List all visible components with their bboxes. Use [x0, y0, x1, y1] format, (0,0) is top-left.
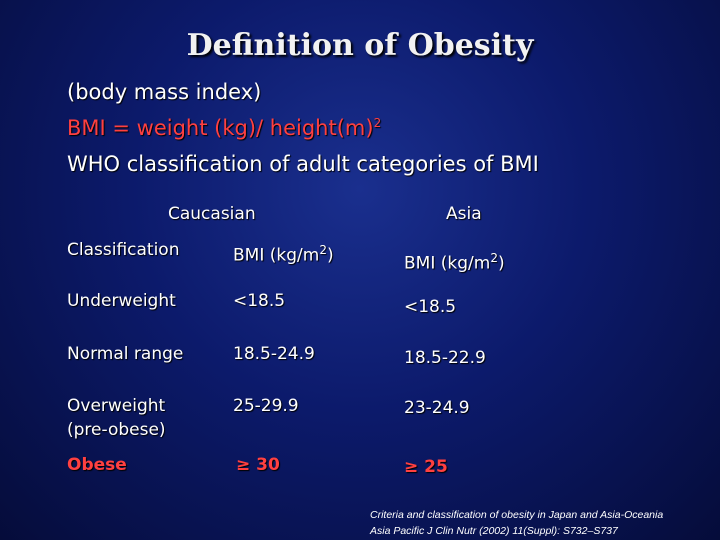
row-underweight-label: Underweight — [67, 291, 176, 311]
header-bmi-close: ) — [497, 253, 505, 274]
header-bmi-close: ) — [326, 245, 334, 266]
row-overweight-caucasian: 25-29.9 — [233, 396, 299, 416]
row-normal-asia: 18.5-22.9 — [404, 348, 486, 368]
citation-line2: Asia Pacific J Clin Nutr (2002) 11(Suppl… — [370, 525, 618, 537]
bmi-formula-text: BMI = weight (kg)/ height(m) — [67, 116, 374, 140]
row-overweight-label-line2: (pre-obese) — [67, 420, 166, 440]
header-bmi-label: BMI (kg/m — [233, 245, 320, 266]
header-bmi-asia: BMI (kg/m2) — [404, 246, 505, 276]
row-obese-label: Obese — [67, 455, 127, 475]
header-bmi-caucasian: BMI (kg/m2) — [233, 238, 334, 268]
row-obese-caucasian: ≥ 30 — [236, 455, 280, 475]
row-overweight-asia: 23-24.9 — [404, 398, 470, 418]
slide-title: Definition of Obesity — [186, 28, 534, 63]
who-classification-heading: WHO classification of adult categories o… — [67, 152, 539, 176]
column-caucasian: Caucasian — [168, 204, 256, 224]
row-underweight-caucasian: <18.5 — [233, 291, 286, 311]
citation: Criteria and classification of obesity i… — [370, 507, 715, 539]
header-classification: Classification — [67, 240, 180, 260]
header-bmi-sup: 2 — [319, 243, 327, 257]
row-normal-label: Normal range — [67, 344, 184, 364]
subtitle: (body mass index) — [67, 80, 262, 104]
bmi-formula: BMI = weight (kg)/ height(m)2 — [67, 116, 381, 140]
row-normal-caucasian: 18.5-24.9 — [233, 344, 315, 364]
header-bmi-sup: 2 — [490, 251, 498, 265]
citation-line1: Criteria and classification of obesity i… — [370, 509, 664, 521]
column-asia: Asia — [446, 204, 482, 224]
row-underweight-asia: <18.5 — [404, 297, 457, 317]
row-overweight-label-line1: Overweight — [67, 396, 166, 416]
bmi-formula-exponent: 2 — [373, 116, 382, 130]
row-obese-asia: ≥ 25 — [404, 457, 448, 477]
row-overweight-label: Overweight (pre-obese) — [67, 394, 166, 442]
header-bmi-label: BMI (kg/m — [404, 253, 491, 274]
